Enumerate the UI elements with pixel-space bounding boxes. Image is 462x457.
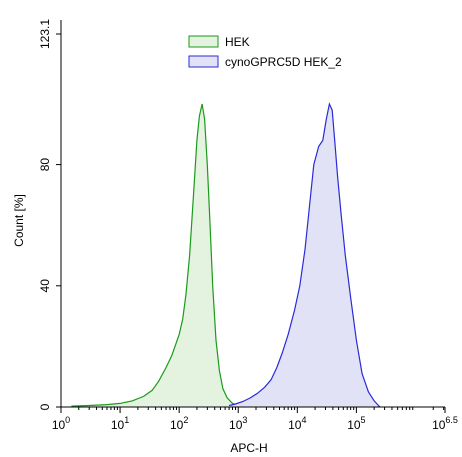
legend-swatch-1: [188, 35, 219, 48]
x-axis-label: APC-H: [230, 441, 267, 455]
x-tick-label: 101: [111, 415, 129, 432]
series-1-line: [71, 103, 246, 408]
y-tick-label: 0: [38, 403, 52, 410]
y-axis-label: Count [%]: [12, 194, 26, 247]
x-tick-label: 106.5: [432, 415, 458, 432]
y-tick-label: 123.1: [38, 19, 52, 49]
x-tick-label: 102: [170, 415, 188, 432]
legend-label-1: HEK: [225, 35, 250, 49]
series-2-line: [228, 102, 381, 408]
x-tick-label: 100: [52, 415, 70, 432]
legend-swatch-2: [188, 55, 219, 68]
y-tick-label: 80: [38, 158, 52, 172]
x-tick-label: 103: [229, 415, 247, 432]
x-tick-label: 104: [288, 415, 306, 432]
legend-label-2: cynoGPRC5D HEK_2: [225, 55, 342, 69]
y-tick-label: 40: [38, 279, 52, 293]
series-1-area: [71, 104, 246, 407]
x-tick-label: 105: [347, 415, 365, 432]
